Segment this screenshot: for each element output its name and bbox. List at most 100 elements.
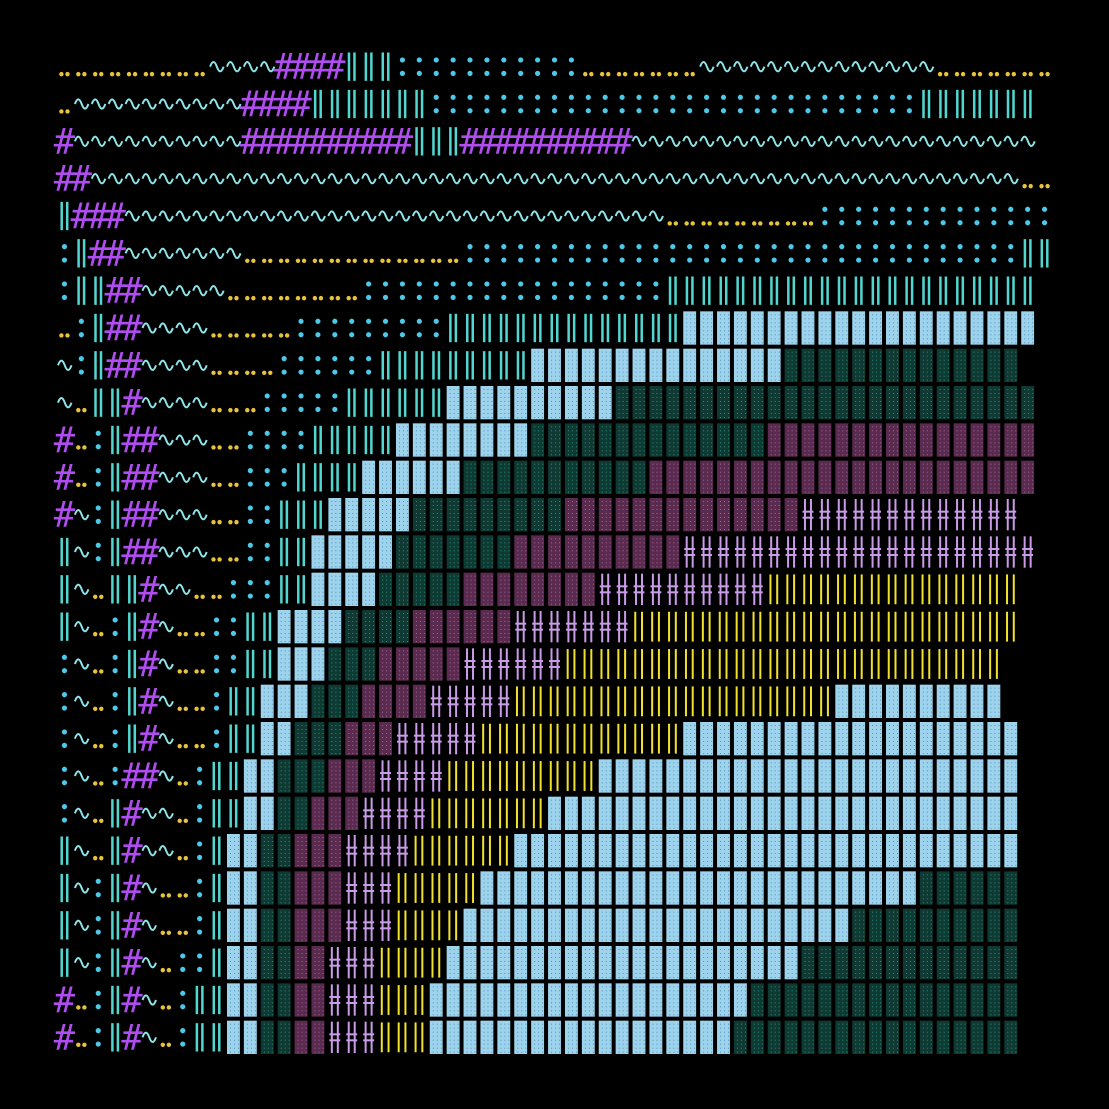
hash-cell: # bbox=[54, 980, 76, 1021]
tilde-wave-cell bbox=[986, 135, 1002, 147]
light-blue-tile-cell bbox=[649, 908, 663, 942]
hash-cell: # bbox=[459, 121, 481, 162]
light-blue-tile-cell bbox=[801, 759, 815, 793]
dark-green-tile-cell bbox=[987, 1020, 1001, 1054]
colons-cell bbox=[653, 94, 659, 114]
light-blue-tile-cell bbox=[531, 834, 545, 868]
tilde-wave-cell bbox=[73, 98, 90, 110]
purple-tile-cell bbox=[987, 423, 1001, 457]
colons-cell bbox=[518, 281, 524, 300]
tilde-wave-cell bbox=[851, 135, 867, 147]
dark-green-tile-cell bbox=[835, 1020, 849, 1054]
colons-cell bbox=[535, 57, 541, 76]
light-blue-tile-cell bbox=[835, 796, 849, 830]
colons-cell bbox=[687, 244, 693, 263]
tilde-wave-cell bbox=[192, 173, 208, 185]
tilde-wave-cell bbox=[699, 173, 715, 185]
light-blue-tile-cell bbox=[953, 759, 967, 793]
colons-cell bbox=[450, 57, 456, 76]
dark-green-tile-cell bbox=[852, 348, 866, 382]
light-blue-tile-cell bbox=[226, 834, 240, 868]
colons-cell bbox=[551, 281, 558, 300]
dark-green-tile-cell bbox=[463, 460, 477, 494]
light-blue-tile-cell bbox=[936, 834, 950, 868]
tilde-wave-cell bbox=[192, 135, 208, 147]
tilde-wave-cell bbox=[378, 173, 394, 185]
tilde-wave-cell bbox=[783, 173, 800, 185]
light-blue-tile-cell bbox=[717, 1020, 730, 1054]
colons-cell bbox=[957, 206, 963, 226]
light-blue-tile-cell bbox=[666, 983, 680, 1017]
light-blue-tile-cell bbox=[970, 834, 984, 868]
dark-green-tile-cell bbox=[801, 348, 815, 382]
purple-tile-cell bbox=[936, 460, 950, 494]
tilde-wave-cell bbox=[107, 135, 124, 147]
purple-tile-cell bbox=[717, 460, 730, 494]
dark-green-tile-cell bbox=[835, 386, 849, 420]
light-blue-tile-cell bbox=[936, 722, 950, 756]
colons-cell bbox=[619, 94, 625, 114]
dark-green-tile-cell bbox=[446, 535, 460, 569]
light-blue-tile-cell bbox=[835, 871, 849, 905]
light-blue-tile-cell bbox=[548, 386, 561, 420]
light-blue-tile-cell bbox=[598, 1020, 612, 1054]
colons-cell bbox=[822, 206, 828, 226]
dark-green-tile-cell bbox=[953, 348, 967, 382]
light-blue-tile-cell bbox=[463, 908, 477, 942]
dark-green-tile-cell bbox=[767, 386, 781, 420]
hash-cell: # bbox=[138, 420, 160, 461]
svg-text:#: # bbox=[121, 345, 143, 386]
tilde-wave-cell bbox=[445, 173, 462, 185]
dots-cell bbox=[160, 71, 172, 77]
purple-tile-cell bbox=[294, 1020, 308, 1054]
tilde-wave-cell bbox=[580, 210, 597, 222]
light-blue-tile-cell bbox=[700, 871, 714, 905]
colons-cell bbox=[872, 206, 879, 226]
tilde-wave-cell bbox=[749, 173, 766, 185]
dark-green-tile-cell bbox=[801, 1020, 815, 1054]
light-blue-tile-cell bbox=[835, 759, 849, 793]
light-blue-tile-cell bbox=[733, 759, 747, 793]
hash-cell: # bbox=[240, 84, 262, 125]
light-blue-tile-cell bbox=[395, 460, 409, 494]
colons-cell bbox=[771, 244, 777, 263]
purple-tile-cell bbox=[497, 610, 511, 644]
light-blue-tile-cell bbox=[987, 684, 1001, 718]
tilde-wave-cell bbox=[834, 135, 850, 147]
hash-cell: # bbox=[375, 121, 397, 162]
light-blue-tile-cell bbox=[700, 348, 714, 382]
light-blue-tile-cell bbox=[615, 834, 629, 868]
purple-tile-cell bbox=[345, 722, 359, 756]
light-blue-tile-cell bbox=[835, 311, 849, 345]
light-blue-tile-cell bbox=[345, 535, 359, 569]
dark-green-tile-cell bbox=[362, 647, 376, 681]
svg-text:#: # bbox=[121, 308, 143, 349]
dark-green-tile-cell bbox=[987, 908, 1001, 942]
tilde-wave-cell bbox=[749, 135, 766, 147]
light-blue-tile-cell bbox=[581, 348, 595, 382]
tilde-wave-cell bbox=[141, 285, 157, 297]
light-blue-tile-cell bbox=[531, 908, 545, 942]
purple-tile-cell bbox=[750, 498, 764, 532]
purple-tile-cell bbox=[581, 498, 595, 532]
light-blue-tile-cell bbox=[784, 871, 798, 905]
dark-green-tile-cell bbox=[801, 386, 815, 420]
dots-cell bbox=[599, 71, 611, 77]
dark-green-tile-cell bbox=[564, 423, 578, 457]
tilde-wave-cell bbox=[1003, 173, 1019, 185]
tilde-wave-cell bbox=[935, 135, 952, 147]
dark-green-tile-cell bbox=[497, 498, 511, 532]
light-blue-tile-cell bbox=[311, 572, 325, 606]
colons-cell bbox=[839, 244, 845, 263]
purple-tile-cell bbox=[953, 460, 967, 494]
dark-green-tile-cell bbox=[598, 460, 612, 494]
light-blue-tile-cell bbox=[615, 983, 629, 1017]
dark-green-tile-cell bbox=[835, 348, 849, 382]
tilde-wave-cell bbox=[1020, 135, 1036, 147]
light-blue-tile-cell bbox=[733, 871, 747, 905]
light-blue-tile-cell bbox=[902, 684, 916, 718]
dark-green-tile-cell bbox=[953, 871, 967, 905]
light-blue-tile-cell bbox=[666, 759, 680, 793]
light-blue-tile-cell bbox=[835, 834, 849, 868]
dark-green-tile-cell bbox=[936, 946, 950, 980]
